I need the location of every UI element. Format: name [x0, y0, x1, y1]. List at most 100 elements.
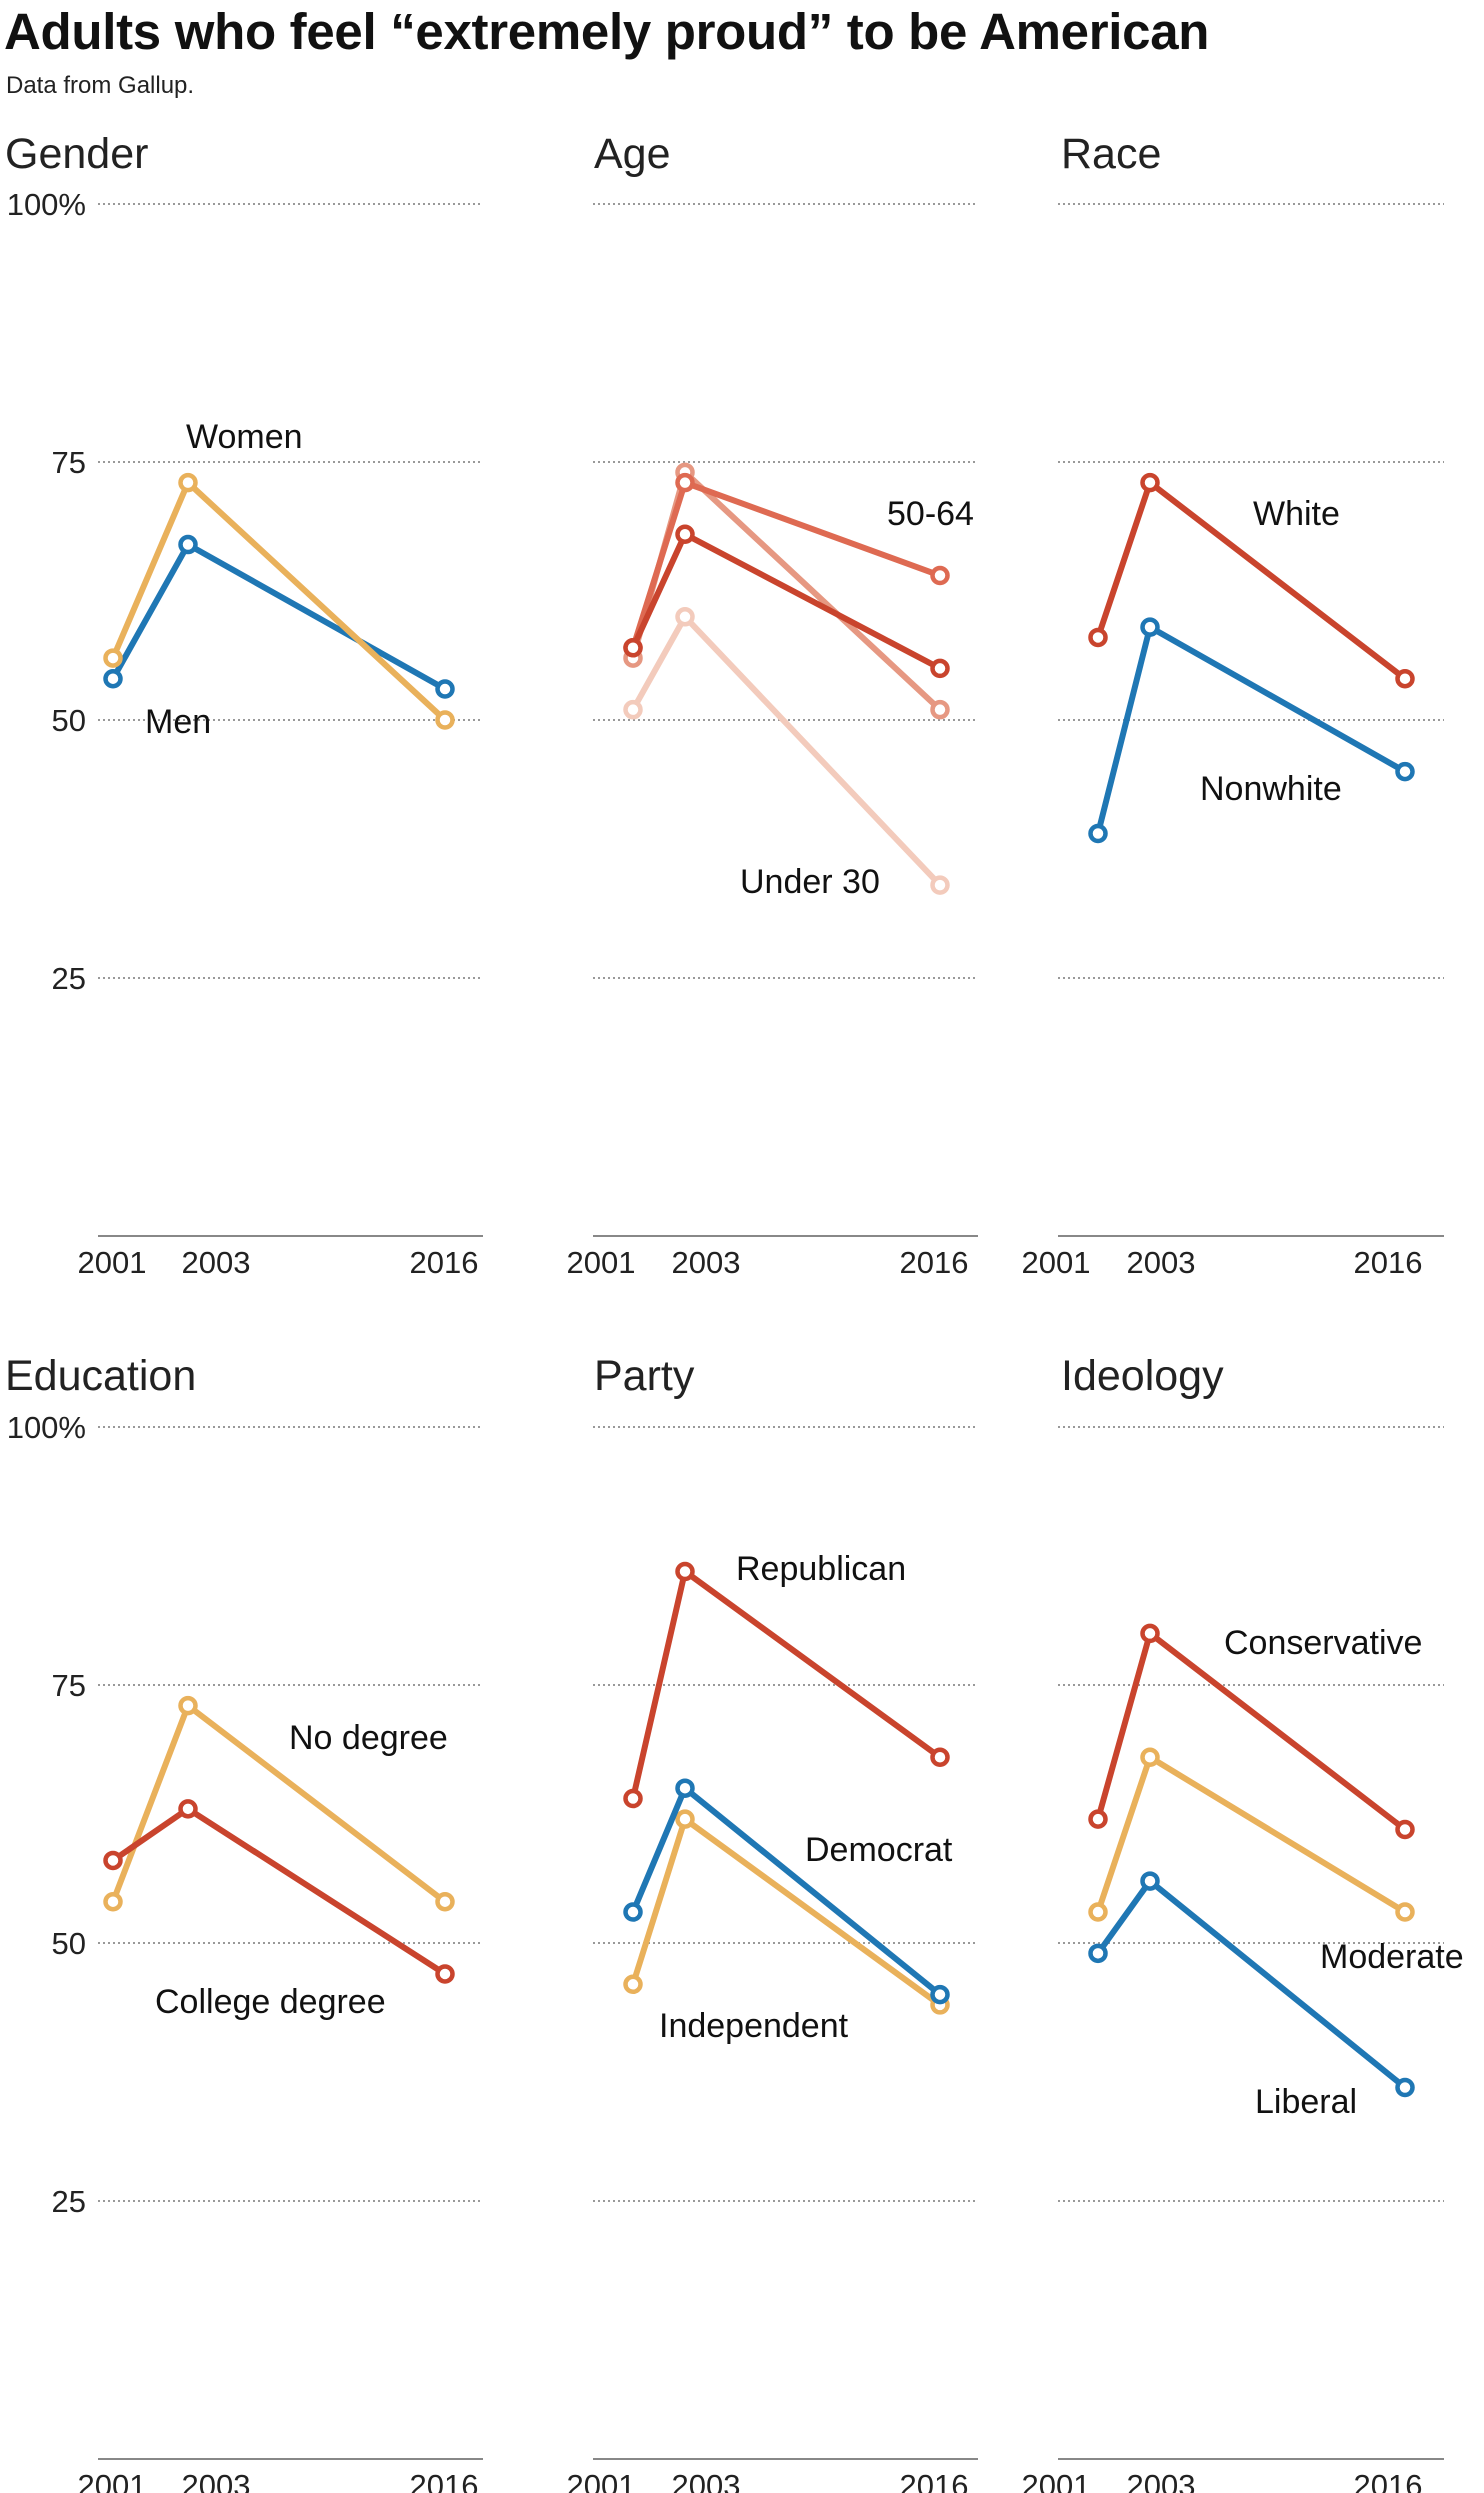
y-tick-label: 25	[52, 961, 86, 996]
panel-education: Education 100% 75 50 25 2001 2003 2016 No degree…	[5, 1352, 483, 2493]
panel-party: Party 2001 2003 2016 Independent Democrat Repu…	[567, 1352, 978, 2493]
series-label-democrat: Democrat	[805, 1831, 953, 1869]
data-point-moderate-2016	[1395, 1902, 1415, 1922]
x-tick-label: 2003	[1127, 2468, 1196, 2493]
y-tick-label: 100%	[7, 187, 86, 222]
series-label-republican: Republican	[736, 1550, 906, 1588]
series-label-nonwhite: Nonwhite	[1200, 770, 1342, 808]
data-point-no-degree-2003	[178, 1695, 198, 1716]
series-line-under-30	[630, 613, 943, 889]
data-point-college-degree-2016	[435, 1964, 455, 1984]
series-under-30	[623, 607, 950, 895]
panel-title-race: Race	[1061, 130, 1161, 178]
panel-gender: Gender 100% 75 50 25 2001 2003 2016 Men Women	[5, 130, 483, 1280]
data-point-white-2016	[1395, 668, 1415, 689]
x-tick-label: 2003	[182, 2468, 251, 2493]
data-point-liberal-2016	[1395, 2077, 1415, 2098]
data-point-series-3-2003	[675, 524, 695, 544]
series-series-3	[623, 524, 950, 679]
panel-title-party: Party	[594, 1352, 695, 1400]
data-point-50-64-2016	[930, 565, 950, 586]
panel-race: Race 2001 2003 2016 Nonwhite White	[1022, 130, 1444, 1280]
y-tick-label: 50	[52, 703, 86, 738]
series-line-series-3	[630, 531, 943, 672]
data-point-conservative-2001	[1088, 1809, 1108, 1829]
series-line-liberal	[1095, 1878, 1408, 2091]
data-point-college-degree-2003	[178, 1799, 198, 1819]
panel-ideology: Ideology 2001 2003 2016 Liberal Moderate Conse…	[1022, 1352, 1464, 2493]
series-50-64	[623, 472, 950, 658]
panel-title-gender: Gender	[5, 130, 148, 178]
y-tick-label: 25	[52, 2184, 86, 2219]
data-point-under-30-2001	[623, 699, 643, 720]
data-point-moderate-2003	[1140, 1747, 1160, 1767]
series-no-degree	[103, 1695, 455, 1912]
series-line-women	[110, 479, 448, 723]
data-point-series-3-2001	[623, 638, 643, 658]
data-point-nonwhite-2016	[1395, 761, 1415, 782]
series-line-college-degree	[110, 1805, 448, 1977]
series-label-college-degree: College degree	[155, 1983, 386, 2021]
x-tick-label: 2016	[410, 1245, 479, 1280]
data-point-men-2001	[103, 668, 123, 689]
data-point-democrat-2016	[930, 1984, 950, 2005]
series-label-independent: Independent	[659, 2007, 849, 2045]
y-tick-label: 75	[52, 445, 86, 480]
y-tick-label: 100%	[7, 1410, 86, 1445]
x-tick-label: 2001	[1022, 1245, 1091, 1280]
data-point-republican-2016	[930, 1747, 950, 1767]
series-republican	[623, 1561, 950, 1809]
data-point-series-1-2016	[930, 699, 950, 720]
x-tick-label: 2001	[78, 2468, 147, 2493]
data-point-women-2001	[103, 648, 123, 668]
panel-title-education: Education	[5, 1352, 196, 1400]
data-point-college-degree-2001	[103, 1850, 123, 1871]
data-point-white-2001	[1088, 627, 1108, 648]
data-point-under-30-2003	[675, 607, 695, 627]
x-tick-label: 2001	[567, 2468, 636, 2493]
x-tick-label: 2016	[1354, 1245, 1423, 1280]
data-point-white-2003	[1140, 472, 1160, 493]
x-tick-label: 2001	[567, 1245, 636, 1280]
series-white	[1088, 472, 1415, 689]
data-point-conservative-2003	[1140, 1623, 1160, 1644]
data-point-series-3-2016	[930, 658, 950, 679]
chart-title: Adults who feel “extremely proud” to be …	[4, 3, 1210, 60]
data-point-no-degree-2001	[103, 1891, 123, 1912]
y-tick-label: 50	[52, 1926, 86, 1961]
data-point-nonwhite-2001	[1088, 823, 1108, 844]
x-tick-label: 2016	[1354, 2468, 1423, 2493]
data-point-liberal-2003	[1140, 1871, 1160, 1891]
data-point-democrat-2003	[675, 1778, 695, 1798]
series-label-under-30: Under 30	[740, 863, 880, 901]
data-point-independent-2003	[675, 1809, 695, 1829]
series-nonwhite	[1088, 617, 1415, 844]
series-moderate	[1088, 1747, 1415, 1922]
y-tick-label: 75	[52, 1668, 86, 1703]
series-label-men: Men	[145, 703, 211, 741]
panel-age: Age 2001 2003 2016 Under 30 50-64	[567, 130, 978, 1280]
data-point-republican-2003	[675, 1561, 695, 1582]
x-tick-label: 2003	[672, 1245, 741, 1280]
series-liberal	[1088, 1871, 1415, 2098]
data-point-moderate-2001	[1088, 1902, 1108, 1922]
data-point-women-2016	[435, 710, 455, 730]
data-point-conservative-2016	[1395, 1819, 1415, 1840]
x-tick-label: 2016	[900, 2468, 969, 2493]
data-point-independent-2001	[623, 1974, 643, 1995]
x-tick-label: 2003	[182, 1245, 251, 1280]
series-label-liberal: Liberal	[1255, 2083, 1357, 2121]
series-label-white: White	[1253, 495, 1340, 533]
panel-title-ideology: Ideology	[1061, 1352, 1224, 1400]
data-point-under-30-2016	[930, 875, 950, 895]
data-point-men-2003	[178, 534, 198, 555]
series-women	[103, 472, 455, 730]
chart-subtitle: Data from Gallup.	[6, 72, 195, 99]
x-tick-label: 2001	[78, 1245, 147, 1280]
series-conservative	[1088, 1623, 1415, 1840]
series-label-50-64: 50-64	[887, 495, 974, 533]
data-point-nonwhite-2003	[1140, 617, 1160, 637]
x-tick-label: 2003	[672, 2468, 741, 2493]
